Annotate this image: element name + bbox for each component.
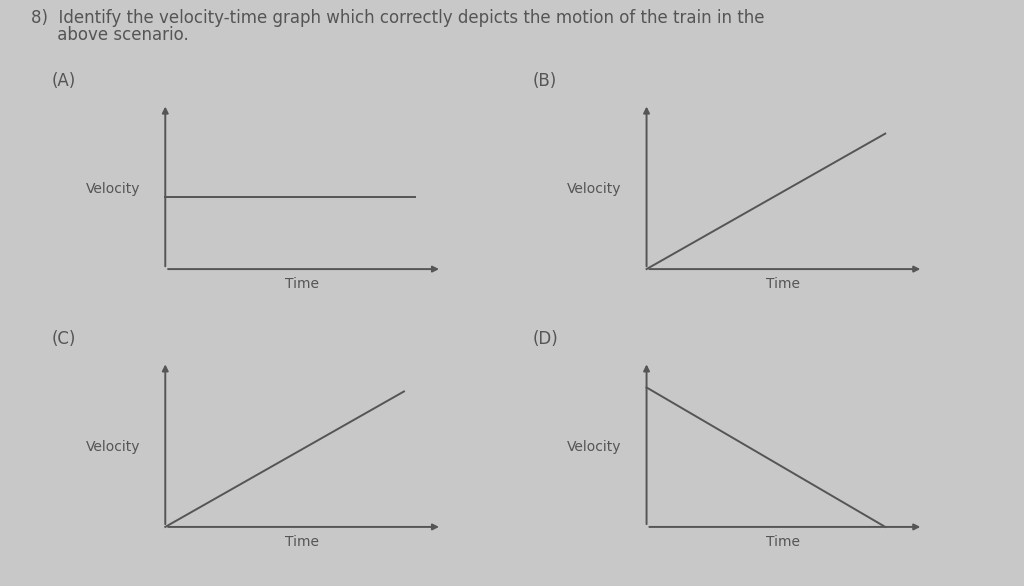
Text: Velocity: Velocity (567, 182, 622, 196)
Text: Velocity: Velocity (567, 440, 622, 454)
Text: Velocity: Velocity (86, 182, 140, 196)
Text: (B): (B) (532, 71, 557, 90)
Text: (A): (A) (51, 71, 76, 90)
Text: 8)  Identify the velocity-time graph which correctly depicts the motion of the t: 8) Identify the velocity-time graph whic… (31, 9, 764, 27)
Text: Time: Time (766, 535, 800, 549)
Text: Velocity: Velocity (86, 440, 140, 454)
Text: Time: Time (766, 277, 800, 291)
Text: (D): (D) (532, 329, 559, 347)
Text: (C): (C) (51, 329, 76, 347)
Text: Time: Time (285, 535, 318, 549)
Text: Time: Time (285, 277, 318, 291)
Text: above scenario.: above scenario. (31, 26, 188, 45)
